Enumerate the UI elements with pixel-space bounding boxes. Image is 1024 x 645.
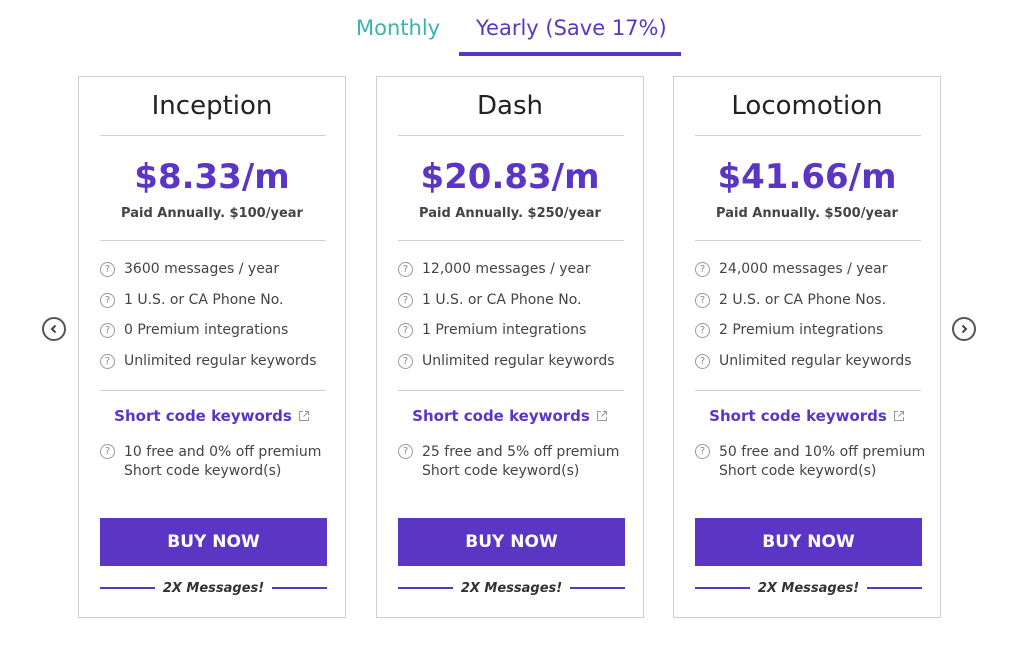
feature-item: ? 0 Premium integrations <box>100 322 340 353</box>
question-circle-icon[interactable]: ? <box>398 353 413 369</box>
chevron-right-icon <box>961 324 968 334</box>
plan-billing-note: Paid Annually. $250/year <box>419 206 601 221</box>
bonus-banner: 2X Messages! <box>695 579 923 597</box>
question-circle-icon[interactable]: ? <box>100 353 115 369</box>
divider <box>398 240 624 241</box>
short-code-description: ? 50 free and 10% off premium Short code … <box>695 443 927 481</box>
question-circle-icon[interactable]: ? <box>398 323 413 338</box>
divider <box>100 135 326 136</box>
feature-list: ? 3600 messages / year ? 1 U.S. or CA Phon… <box>100 261 340 383</box>
short-code-description: ? 25 free and 5% off premium Short code k… <box>398 443 630 481</box>
question-circle-icon[interactable]: ? <box>695 292 710 308</box>
feature-item: ? 1 Premium integrations <box>398 322 638 353</box>
divider <box>695 240 921 241</box>
divider <box>100 587 155 589</box>
carousel-prev-button[interactable] <box>42 317 66 341</box>
divider <box>398 390 624 391</box>
short-code-keywords-link[interactable]: Short code keywords <box>79 407 345 425</box>
plan-billing-note: Paid Annually. $500/year <box>716 206 898 221</box>
plan-card-inception: Inception $8.33/m Paid Annually. $100/ye… <box>78 76 346 618</box>
external-link-icon <box>596 411 607 421</box>
chevron-left-icon <box>50 324 57 334</box>
divider <box>100 240 326 241</box>
question-circle-icon[interactable]: ? <box>695 323 710 338</box>
buy-now-button[interactable]: BUY NOW <box>398 518 625 566</box>
feature-list: ? 24,000 messages / year ? 2 U.S. or CA Ph… <box>695 261 935 383</box>
bonus-banner: 2X Messages! <box>100 579 328 597</box>
divider <box>272 587 328 589</box>
question-circle-icon[interactable]: ? <box>100 292 115 308</box>
tab-yearly[interactable]: Yearly (Save 17%) <box>476 16 667 40</box>
active-tab-underline <box>459 52 681 56</box>
short-code-keywords-link[interactable]: Short code keywords <box>377 407 643 425</box>
feature-item: ? 24,000 messages / year <box>695 261 935 292</box>
divider <box>570 587 626 589</box>
feature-item: ? Unlimited regular keywords <box>398 353 638 384</box>
feature-item: ? Unlimited regular keywords <box>100 353 340 384</box>
plan-card-locomotion: Locomotion $41.66/m Paid Annually. $500/… <box>673 76 941 618</box>
external-link-icon <box>893 411 904 421</box>
plan-card-dash: Dash $20.83/m Paid Annually. $250/year ?… <box>376 76 644 618</box>
divider <box>398 587 453 589</box>
divider <box>867 587 923 589</box>
short-code-description: ? 10 free and 0% off premium Short code k… <box>100 443 332 481</box>
divider <box>100 390 326 391</box>
question-circle-icon[interactable]: ? <box>100 444 115 459</box>
short-code-keywords-link[interactable]: Short code keywords <box>674 407 940 425</box>
question-circle-icon[interactable]: ? <box>398 262 413 277</box>
question-circle-icon[interactable]: ? <box>100 262 115 277</box>
feature-item: ? 3600 messages / year <box>100 261 340 292</box>
buy-now-button[interactable]: BUY NOW <box>695 518 922 566</box>
question-circle-icon[interactable]: ? <box>398 292 413 308</box>
divider <box>695 587 750 589</box>
external-link-icon <box>298 411 309 421</box>
buy-now-button[interactable]: BUY NOW <box>100 518 327 566</box>
question-circle-icon[interactable]: ? <box>695 262 710 277</box>
feature-item: ? 1 U.S. or CA Phone No. <box>398 292 638 323</box>
divider <box>398 135 624 136</box>
feature-item: ? 2 U.S. or CA Phone Nos. <box>695 292 935 323</box>
question-circle-icon[interactable]: ? <box>695 444 710 459</box>
tab-monthly[interactable]: Monthly <box>356 16 441 40</box>
bonus-banner: 2X Messages! <box>398 579 626 597</box>
billing-period-tabs: Monthly Yearly (Save 17%) <box>0 0 1024 60</box>
plan-price: $41.66/m <box>717 157 897 197</box>
carousel-next-button[interactable] <box>952 317 976 341</box>
divider <box>695 135 921 136</box>
plan-name: Dash <box>477 91 543 121</box>
plan-billing-note: Paid Annually. $100/year <box>121 206 303 221</box>
feature-item: ? 2 Premium integrations <box>695 322 935 353</box>
plan-price: $20.83/m <box>420 157 600 197</box>
question-circle-icon[interactable]: ? <box>398 444 413 459</box>
plan-name: Inception <box>151 91 273 121</box>
question-circle-icon[interactable]: ? <box>100 323 115 338</box>
feature-list: ? 12,000 messages / year ? 1 U.S. or CA Ph… <box>398 261 638 383</box>
divider <box>695 390 921 391</box>
feature-item: ? 1 U.S. or CA Phone No. <box>100 292 340 323</box>
plan-name: Locomotion <box>731 91 883 121</box>
question-circle-icon[interactable]: ? <box>695 353 710 369</box>
plan-price: $8.33/m <box>134 157 290 197</box>
feature-item: ? 12,000 messages / year <box>398 261 638 292</box>
feature-item: ? Unlimited regular keywords <box>695 353 935 384</box>
